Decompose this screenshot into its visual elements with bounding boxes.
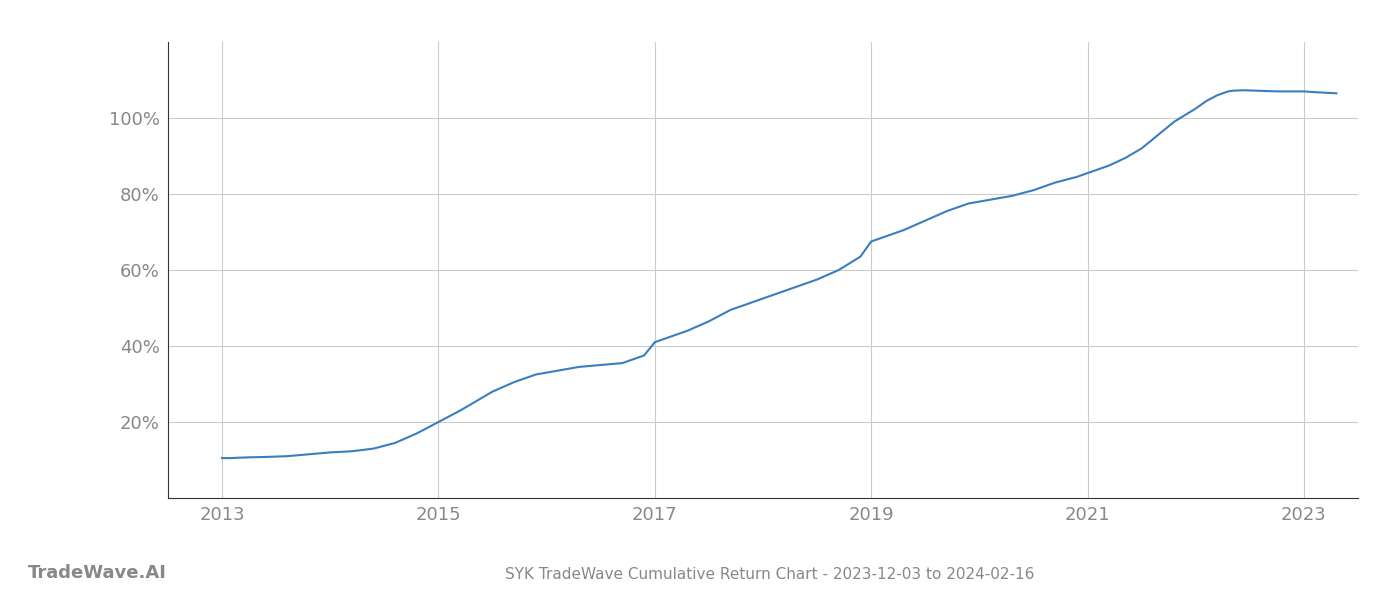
Text: TradeWave.AI: TradeWave.AI	[28, 564, 167, 582]
Text: SYK TradeWave Cumulative Return Chart - 2023-12-03 to 2024-02-16: SYK TradeWave Cumulative Return Chart - …	[505, 567, 1035, 582]
